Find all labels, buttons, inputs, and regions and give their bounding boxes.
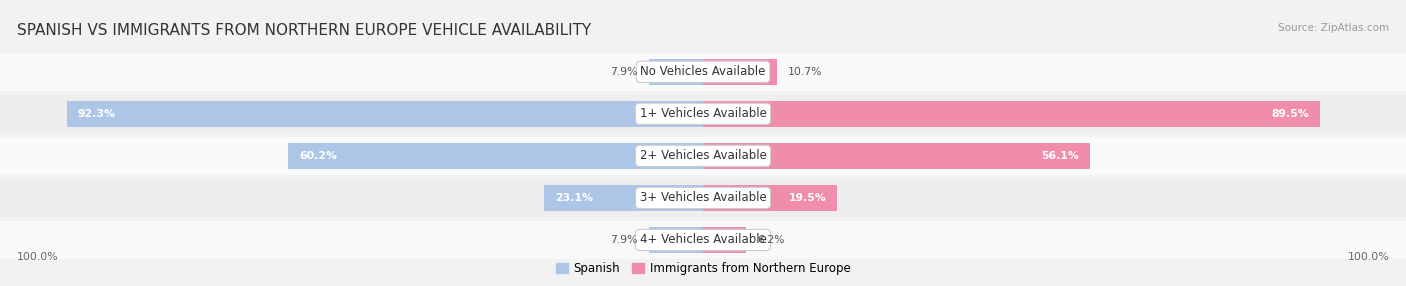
Text: 92.3%: 92.3% [77, 109, 115, 119]
Text: 6.2%: 6.2% [756, 235, 785, 245]
Text: 3+ Vehicles Available: 3+ Vehicles Available [640, 191, 766, 204]
Text: 4+ Vehicles Available: 4+ Vehicles Available [640, 233, 766, 247]
Bar [703, 101, 1320, 127]
Bar [0, 137, 1406, 175]
Text: 2+ Vehicles Available: 2+ Vehicles Available [640, 149, 766, 162]
Text: 100.0%: 100.0% [17, 253, 59, 262]
Bar [0, 221, 1406, 259]
Bar [0, 179, 1406, 217]
Text: 19.5%: 19.5% [789, 193, 827, 203]
Text: 60.2%: 60.2% [299, 151, 337, 161]
Bar [648, 227, 703, 253]
Text: 56.1%: 56.1% [1040, 151, 1078, 161]
Bar [0, 95, 1406, 133]
Text: 89.5%: 89.5% [1271, 109, 1309, 119]
Bar [0, 53, 1406, 91]
Bar [67, 101, 703, 127]
Bar [703, 227, 745, 253]
Bar [648, 59, 703, 85]
Text: 7.9%: 7.9% [610, 67, 637, 77]
Bar [703, 185, 838, 211]
Bar [703, 143, 1090, 169]
Text: Source: ZipAtlas.com: Source: ZipAtlas.com [1278, 23, 1389, 33]
Bar [544, 185, 703, 211]
Legend: Spanish, Immigrants from Northern Europe: Spanish, Immigrants from Northern Europe [551, 258, 855, 280]
Bar [288, 143, 703, 169]
Text: 23.1%: 23.1% [555, 193, 593, 203]
Text: 1+ Vehicles Available: 1+ Vehicles Available [640, 107, 766, 120]
Text: SPANISH VS IMMIGRANTS FROM NORTHERN EUROPE VEHICLE AVAILABILITY: SPANISH VS IMMIGRANTS FROM NORTHERN EURO… [17, 23, 591, 38]
Text: 100.0%: 100.0% [1347, 253, 1389, 262]
Text: 7.9%: 7.9% [610, 235, 637, 245]
Bar [703, 59, 776, 85]
Text: No Vehicles Available: No Vehicles Available [640, 65, 766, 78]
Text: 10.7%: 10.7% [787, 67, 823, 77]
